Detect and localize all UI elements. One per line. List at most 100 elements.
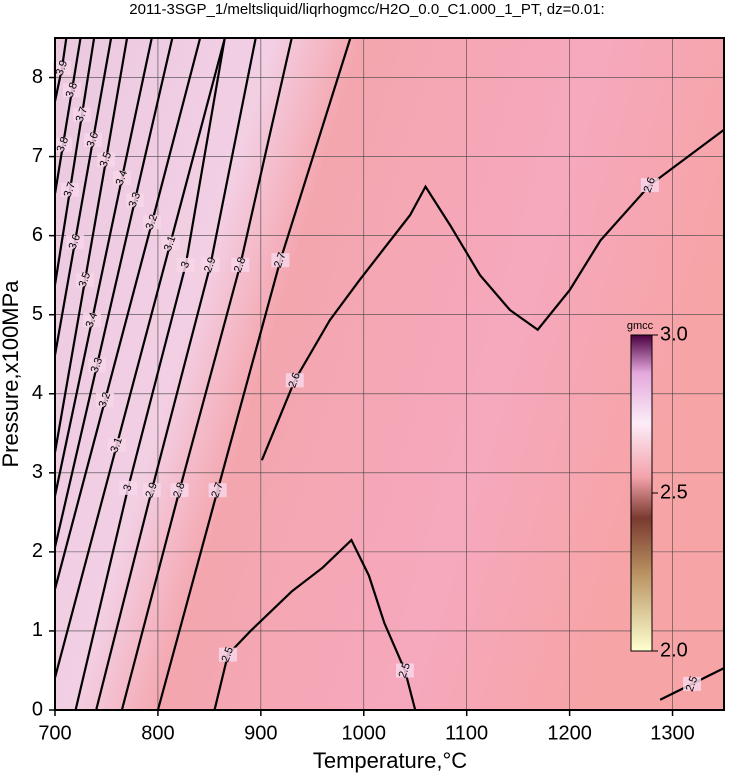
contour-label: 3.2 <box>144 213 161 231</box>
contour-label-bg <box>119 480 138 495</box>
contour-label-bg <box>208 483 227 498</box>
colorbar-tick-label: 2.0 <box>660 639 688 661</box>
y-tick-label: 7 <box>32 145 43 167</box>
contour-label-bg <box>176 257 195 272</box>
contour-label-bg <box>97 152 116 167</box>
y-axis-label: Pressure,x100MPa <box>0 280 23 468</box>
contour-label: 2.7 <box>209 481 226 499</box>
y-tick-label: 1 <box>32 619 43 641</box>
contour-label-bg <box>231 257 250 272</box>
colorbar-tick-label: 3.0 <box>660 323 688 345</box>
contour-label: 2.5 <box>220 645 237 663</box>
x-tick-label: 800 <box>141 722 174 744</box>
contour-label: 3.5 <box>77 271 94 289</box>
contour-label: 2.9 <box>202 256 219 274</box>
contour-line <box>53 37 226 678</box>
contour-label-bg <box>271 253 290 268</box>
contour-line <box>53 37 202 590</box>
contour-label-bg <box>107 438 126 453</box>
contour-label: 3.1 <box>108 436 125 454</box>
contour-label-bg <box>65 234 84 249</box>
colorbar-label: gmcc <box>627 320 654 332</box>
x-tick-label: 1200 <box>547 722 592 744</box>
contour-label: 3.6 <box>85 131 102 149</box>
contour-label-bg <box>683 676 702 691</box>
contour-label: 2.9 <box>143 481 160 499</box>
plot-background <box>55 38 724 710</box>
contour-label: 3.3 <box>127 191 144 209</box>
contour-line <box>53 37 153 496</box>
x-tick-label: 900 <box>244 722 277 744</box>
contour-label-bg <box>125 193 144 208</box>
y-tick-label: 5 <box>32 303 43 325</box>
contour-label-bg <box>83 313 102 328</box>
x-axis-label: Temperature,°C <box>313 748 467 773</box>
contour-label: 2.6 <box>642 176 659 194</box>
contour-label-bg <box>87 358 106 373</box>
contour-label: 2.6 <box>286 371 303 389</box>
chart-title: 2011-3SGP_1/meltsliquid/liqrhogmcc/H2O_0… <box>129 1 604 18</box>
contour-label-bg <box>170 483 189 498</box>
contour-line <box>120 37 293 711</box>
contour-label: 3.3 <box>89 356 106 374</box>
plot-frame <box>54 37 725 711</box>
contour-label-bg <box>161 236 180 251</box>
contour-label: 3.6 <box>67 233 84 251</box>
x-tick-label: 1100 <box>445 722 488 744</box>
contour-line <box>95 37 257 711</box>
y-tick-label: 8 <box>32 66 43 88</box>
contour-label: 3.8 <box>64 81 81 99</box>
contour-label: 2.8 <box>171 481 188 499</box>
contour-label-bg <box>72 107 91 122</box>
contour-line <box>53 37 129 453</box>
contour-label: 2.8 <box>232 256 249 274</box>
contour-label-bg <box>218 647 237 662</box>
contour-line <box>53 37 113 356</box>
x-tick-label: 1300 <box>650 722 695 744</box>
contour-line <box>53 37 174 548</box>
colorbar-tick-label: 2.5 <box>660 481 688 503</box>
contour-line <box>53 37 82 194</box>
contour-label: 2.5 <box>397 661 414 679</box>
contour-label: 3 <box>179 260 192 270</box>
contour-label: 3.7 <box>74 105 91 123</box>
contour-label: 3.1 <box>162 234 179 252</box>
contour-label: 3.4 <box>84 311 101 329</box>
contour-label-bg <box>640 178 659 193</box>
contour-label-bg <box>142 483 161 498</box>
y-tick-label: 2 <box>32 540 43 562</box>
contour-label: 2.5 <box>684 675 701 693</box>
y-tick-label: 6 <box>32 224 43 246</box>
y-tick-label: 0 <box>32 698 43 720</box>
x-tick-label: 700 <box>38 722 71 744</box>
contour-label: 3 <box>121 483 134 493</box>
contour-label: 3.5 <box>98 150 115 168</box>
contour-label-bg <box>61 182 80 197</box>
contour-label-bg <box>113 170 132 185</box>
contour-label: 3.4 <box>114 169 131 187</box>
contour-label: 2.7 <box>272 251 289 269</box>
contour-label: 3.9 <box>54 59 71 77</box>
contour-label-bg <box>143 215 162 230</box>
contour-label-bg <box>83 132 102 147</box>
contour-line <box>260 128 725 461</box>
contour-label-bg <box>395 663 414 678</box>
x-tick-label: 1000 <box>342 722 387 744</box>
contour-label-bg <box>96 393 115 408</box>
contour-label-bg <box>76 272 95 287</box>
contour-label-bg <box>62 83 81 98</box>
contour-label: 3.7 <box>62 181 79 199</box>
contour-label: 3.2 <box>97 391 114 409</box>
contour-line <box>156 37 352 711</box>
contour-label-bg <box>54 137 73 152</box>
y-tick-label: 3 <box>32 461 43 483</box>
y-tick-label: 4 <box>32 382 43 404</box>
contour-label-bg <box>52 61 71 76</box>
colorbar <box>630 334 653 652</box>
contour-line <box>74 37 226 711</box>
contour-label-bg <box>285 373 304 388</box>
contour-label-bg <box>201 257 220 272</box>
contour-line <box>53 37 96 285</box>
contour-label: 3.8 <box>55 135 72 153</box>
